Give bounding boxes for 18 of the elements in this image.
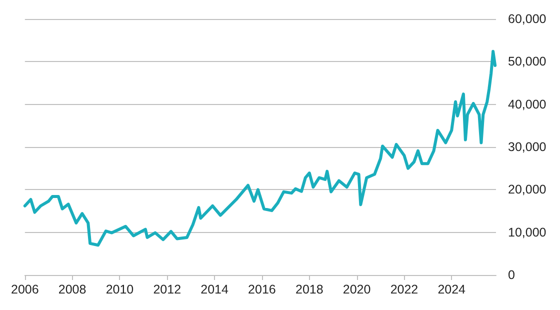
x-tick-label: 2006 bbox=[11, 282, 39, 296]
x-tick-label: 2020 bbox=[342, 282, 371, 296]
y-tick-label: 40,000 bbox=[508, 97, 546, 112]
x-tick-label: 2008 bbox=[58, 282, 86, 296]
y-tick-label: 30,000 bbox=[508, 140, 546, 154]
x-tick-label: 2016 bbox=[248, 282, 276, 296]
x-tick-label: 2024 bbox=[438, 282, 466, 296]
y-tick-label: 50,000 bbox=[508, 54, 546, 69]
x-tick-label: 2010 bbox=[106, 282, 134, 296]
line-series bbox=[23, 50, 497, 247]
x-tick-label: 2014 bbox=[200, 282, 229, 296]
x-tick-label: 2012 bbox=[153, 282, 182, 296]
y-tick-label: 0 bbox=[508, 268, 515, 282]
x-tick-label: 2022 bbox=[390, 282, 418, 296]
y-tick-label: 60,000 bbox=[508, 12, 546, 26]
y-tick-label: 20,000 bbox=[508, 182, 546, 197]
x-tick-label: 2018 bbox=[295, 282, 324, 296]
y-tick-label: 10,000 bbox=[508, 225, 546, 240]
